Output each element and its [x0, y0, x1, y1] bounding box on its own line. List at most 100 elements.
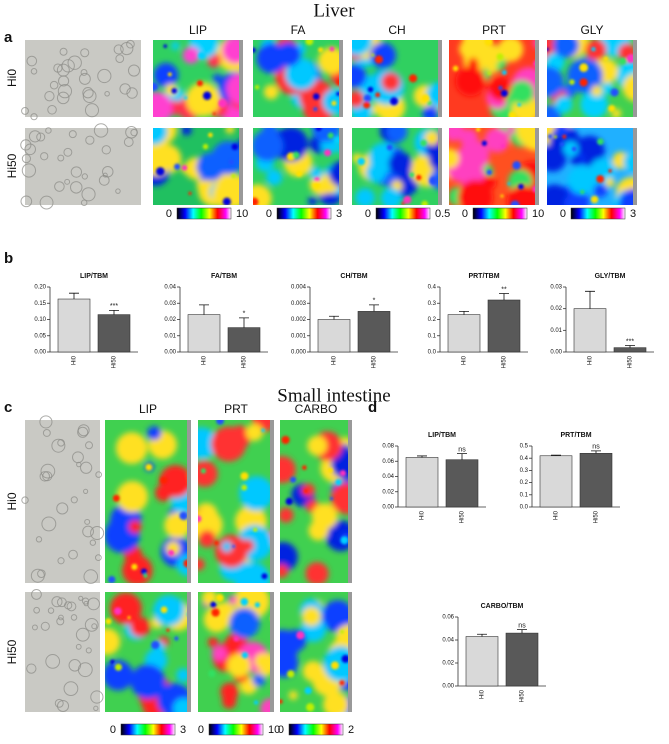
cell — [56, 617, 65, 626]
row-label: Hi50 — [5, 153, 19, 178]
section-title: Small intestine — [277, 385, 390, 406]
blob — [422, 105, 439, 117]
heatmap-content — [449, 128, 539, 205]
spot — [160, 606, 168, 614]
spot — [285, 497, 293, 506]
cell — [54, 181, 65, 192]
spot — [216, 420, 225, 425]
blob — [318, 47, 343, 75]
blob — [276, 42, 301, 67]
blob — [171, 41, 180, 50]
spot — [553, 135, 557, 139]
blob — [226, 72, 243, 105]
y-tick-label: 0.004 — [291, 285, 307, 291]
spot — [253, 47, 256, 53]
cell — [20, 139, 32, 151]
significance: *** — [110, 303, 118, 310]
spot — [281, 435, 290, 445]
blob — [280, 648, 299, 678]
colorbar — [176, 207, 232, 220]
blob — [308, 520, 329, 541]
blob — [507, 185, 539, 205]
y-tick-label: 0.15 — [34, 301, 46, 307]
section-title: Liver — [313, 0, 355, 21]
blob — [311, 128, 341, 143]
heatmap-content — [105, 592, 191, 712]
cell — [130, 128, 138, 137]
heatmap-spots — [357, 139, 442, 205]
y-tick-label: 0.03 — [550, 285, 562, 291]
spot — [386, 144, 393, 151]
bar — [445, 459, 479, 508]
spot — [303, 488, 309, 494]
blob — [288, 690, 298, 700]
blob — [215, 173, 243, 205]
cell — [42, 429, 51, 437]
error-bar — [517, 629, 527, 634]
cell — [115, 188, 121, 194]
cell — [36, 132, 46, 142]
cell — [40, 621, 50, 631]
spot — [110, 659, 115, 665]
cell — [93, 123, 109, 138]
spot — [315, 128, 322, 132]
heatmap-blobs — [455, 40, 539, 117]
spot — [290, 476, 297, 483]
spot — [409, 172, 415, 178]
blob — [554, 99, 563, 109]
y-tick-label: 0.1 — [428, 333, 437, 339]
heatmap-content — [105, 420, 191, 583]
blob — [239, 476, 274, 511]
blob — [585, 40, 607, 61]
spot — [143, 573, 148, 579]
blob — [225, 128, 235, 134]
blob — [109, 592, 142, 625]
y-tick-label: 0.08 — [382, 444, 394, 450]
y-tick-label: 0.003 — [291, 301, 307, 307]
cell — [126, 87, 138, 99]
cell — [81, 173, 88, 180]
heatmap-content — [253, 40, 343, 117]
blob — [255, 564, 265, 573]
spot — [487, 71, 491, 75]
heatmap-content — [280, 592, 352, 712]
cell — [97, 68, 112, 84]
heatmap-image — [547, 40, 637, 117]
heatmap-edge — [348, 592, 352, 712]
heatmap-spots — [452, 40, 539, 117]
chart-title: CARBO/TBM — [481, 603, 524, 610]
blob — [323, 646, 352, 682]
spot — [151, 640, 160, 650]
spot — [198, 51, 206, 60]
blob — [153, 128, 168, 145]
spot — [214, 540, 219, 546]
cell — [120, 41, 134, 56]
micrograph — [25, 589, 104, 713]
spot — [507, 182, 511, 186]
x-tick-label: Hi50 — [628, 355, 634, 368]
colorbar — [570, 207, 626, 220]
y-tick-label: 0.3 — [428, 301, 437, 307]
cell — [30, 68, 38, 75]
spot — [163, 44, 168, 49]
chart-title: LIP/TBM — [428, 432, 456, 439]
blob — [449, 128, 465, 142]
x-tick-label: Hi50 — [520, 689, 526, 702]
spot — [401, 201, 405, 205]
blob — [196, 152, 225, 181]
spot — [210, 601, 217, 608]
heatmap-spots — [253, 128, 342, 205]
cell — [127, 64, 141, 77]
heatmap-content — [547, 40, 637, 117]
spot — [579, 63, 589, 73]
x-tick-label: Hi0 — [588, 355, 594, 365]
colorbar-min: 0 — [278, 724, 284, 736]
colorbar-min: 0 — [166, 208, 172, 220]
blob — [619, 188, 637, 205]
spot — [619, 57, 627, 65]
blob — [307, 435, 328, 456]
heatmap-spots — [476, 128, 539, 205]
spot — [339, 680, 345, 686]
spot — [304, 687, 312, 695]
y-tick-label: 0.0 — [428, 350, 437, 356]
